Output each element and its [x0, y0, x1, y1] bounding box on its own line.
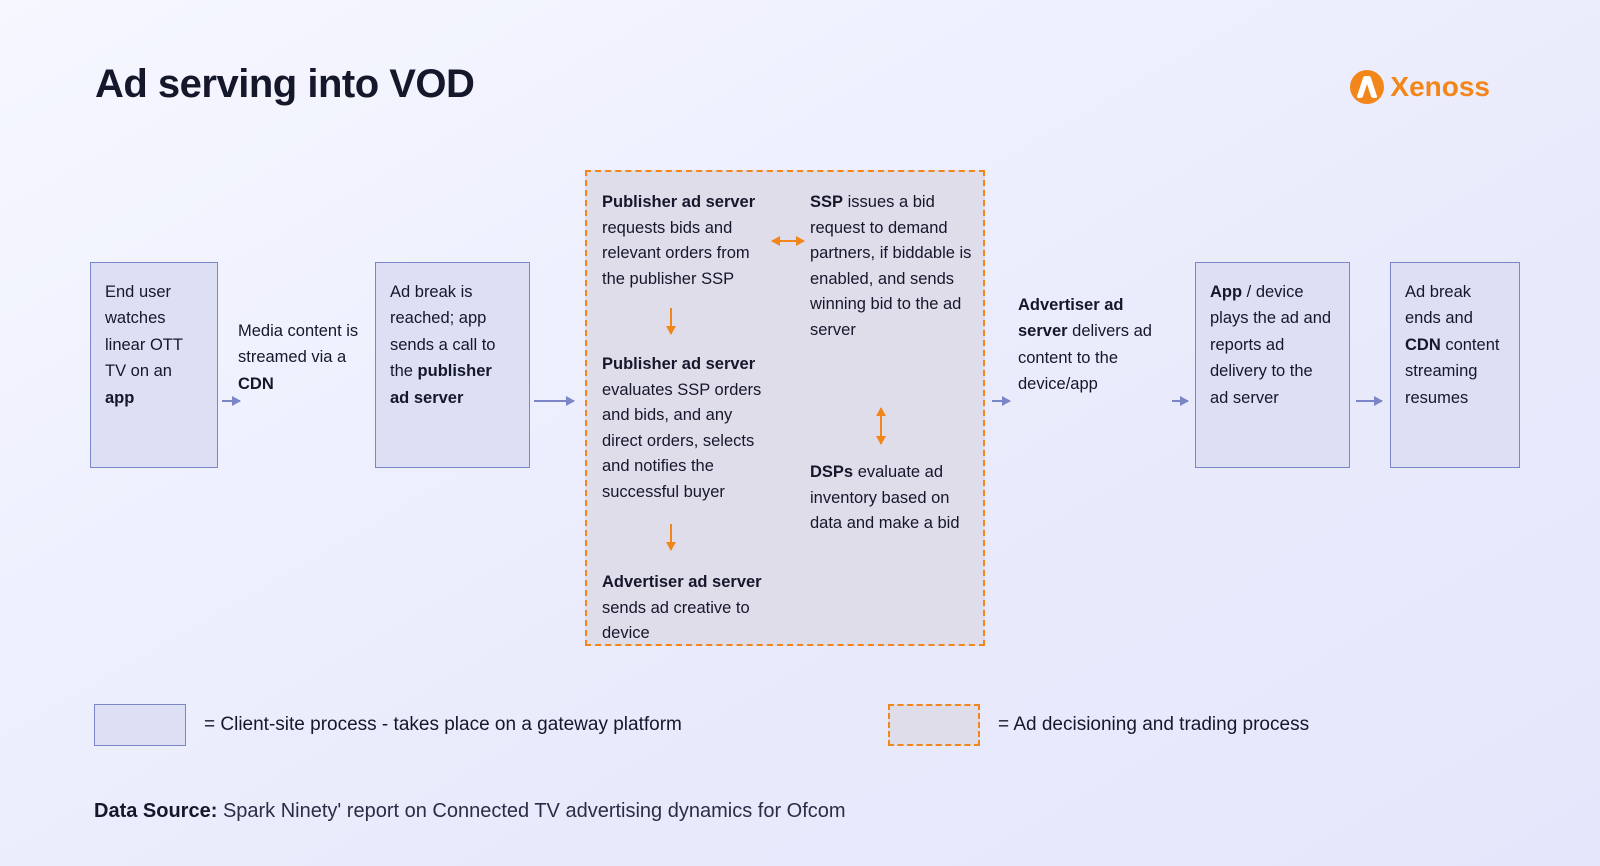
arrow-icon: [222, 400, 240, 402]
source-text: Spark Ninety' report on Connected TV adv…: [223, 800, 846, 822]
label-advertiser-srv: Advertiser ad server delivers ad content…: [1018, 292, 1173, 398]
legend-decisioning-text: = Ad decisioning and trading process: [998, 714, 1309, 736]
label-cdn-stream: Media content is streamed via a CDN: [238, 318, 368, 397]
arrow-icon: [1172, 400, 1188, 402]
sub-pub-server-request: Publisher ad server requests bids and re…: [602, 190, 772, 292]
legend-swatch-dashed: [888, 704, 980, 746]
arrow-icon: [534, 400, 574, 402]
source-label: Data Source:: [94, 800, 217, 822]
page-title: Ad serving into VOD: [95, 62, 474, 107]
box-app-plays: App / device plays the ad and reports ad…: [1195, 262, 1350, 468]
sub-pub-server-evaluate: Publisher ad server evaluates SSP orders…: [602, 352, 777, 505]
data-source: Data Source: Spark Ninety' report on Con…: [94, 800, 846, 823]
sub-ssp: SSP issues a bid request to demand partn…: [810, 190, 978, 343]
sub-adv-server-creative: Advertiser ad server sends ad creative t…: [602, 570, 777, 647]
logo-text: Xenoss: [1390, 71, 1490, 103]
box-cdn-resume: Ad break ends and CDN content streaming …: [1390, 262, 1520, 468]
arrow-bi-icon: [880, 408, 882, 444]
arrow-icon: [1356, 400, 1382, 402]
sub-dsp: DSPs evaluate ad inventory based on data…: [810, 460, 978, 537]
arrow-down-icon: [670, 308, 672, 334]
box-ad-break: Ad break is reached; app sends a call to…: [375, 262, 530, 468]
legend-decisioning: = Ad decisioning and trading process: [888, 704, 1309, 746]
box-end-user: End user watches linear OTT TV on an app: [90, 262, 218, 468]
arrow-bi-icon: [772, 240, 804, 242]
brand-logo: Xenoss: [1350, 70, 1490, 104]
arrow-down-icon: [670, 524, 672, 550]
legend-client-text: = Client-site process - takes place on a…: [204, 714, 682, 736]
legend-swatch-solid: [94, 704, 186, 746]
logo-icon: [1350, 70, 1384, 104]
legend-client: = Client-site process - takes place on a…: [94, 704, 682, 746]
arrow-icon: [992, 400, 1010, 402]
